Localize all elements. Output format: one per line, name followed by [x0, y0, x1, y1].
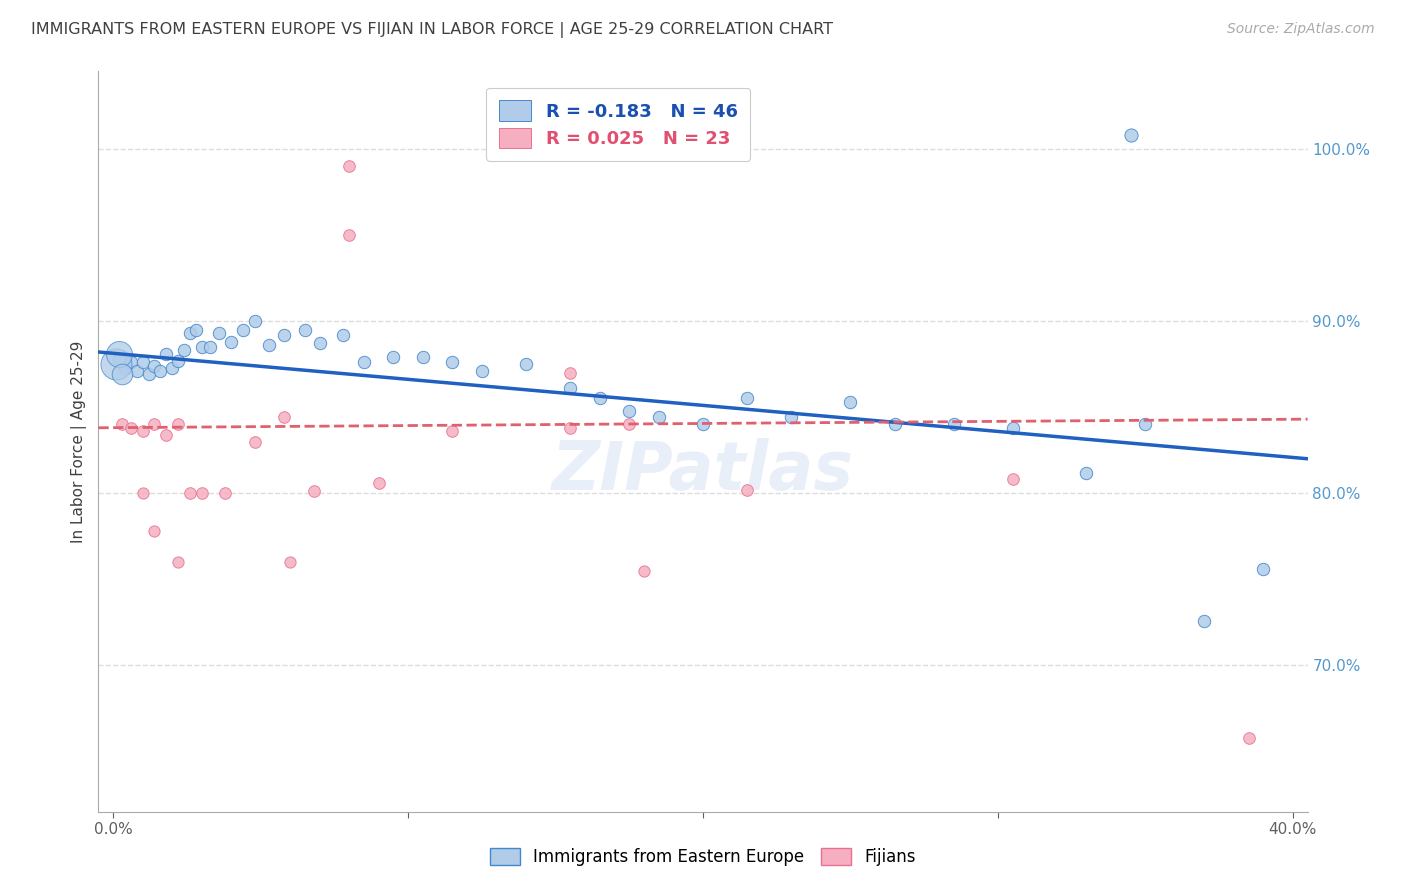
Point: [294, 323, 316, 337]
Point: [273, 327, 295, 342]
Point: [780, 410, 803, 425]
Point: [167, 417, 190, 432]
Point: [179, 326, 201, 340]
Point: [441, 424, 464, 438]
Point: [111, 417, 134, 432]
Point: [332, 327, 354, 342]
Point: [471, 364, 494, 378]
Point: [200, 340, 222, 354]
Point: [337, 227, 360, 242]
Point: [560, 366, 582, 380]
Point: [619, 403, 641, 417]
Point: [1194, 614, 1216, 628]
Legend: R = -0.183   N = 46, R = 0.025   N = 23: R = -0.183 N = 46, R = 0.025 N = 23: [486, 87, 751, 161]
Point: [1076, 466, 1098, 480]
Point: [125, 364, 148, 378]
Point: [308, 336, 330, 351]
Point: [138, 368, 160, 382]
Point: [108, 351, 131, 366]
Point: [515, 357, 537, 371]
Point: [232, 323, 254, 337]
Point: [273, 410, 295, 425]
Point: [619, 417, 641, 432]
Point: [149, 364, 172, 378]
Point: [353, 355, 375, 369]
Point: [302, 484, 325, 499]
Point: [412, 350, 434, 364]
Point: [114, 360, 136, 375]
Point: [560, 381, 582, 395]
Point: [942, 417, 965, 432]
Point: [648, 410, 671, 425]
Point: [143, 524, 166, 538]
Point: [1119, 128, 1142, 142]
Point: [560, 421, 582, 435]
Point: [243, 314, 266, 328]
Point: [1001, 472, 1024, 486]
Point: [131, 424, 153, 438]
Point: [160, 360, 183, 375]
Point: [337, 159, 360, 173]
Point: [278, 555, 301, 569]
Point: [692, 417, 714, 432]
Point: [155, 427, 177, 442]
Point: [883, 417, 905, 432]
Point: [105, 357, 128, 371]
Point: [735, 483, 758, 497]
Text: IMMIGRANTS FROM EASTERN EUROPE VS FIJIAN IN LABOR FORCE | AGE 25-29 CORRELATION : IMMIGRANTS FROM EASTERN EUROPE VS FIJIAN…: [31, 22, 832, 38]
Point: [441, 355, 464, 369]
Text: Source: ZipAtlas.com: Source: ZipAtlas.com: [1227, 22, 1375, 37]
Legend: Immigrants from Eastern Europe, Fijians: Immigrants from Eastern Europe, Fijians: [484, 841, 922, 873]
Point: [111, 368, 134, 382]
Point: [167, 555, 190, 569]
Point: [589, 392, 612, 406]
Point: [382, 350, 405, 364]
Point: [1253, 562, 1275, 576]
Point: [131, 486, 153, 500]
Point: [243, 434, 266, 449]
Point: [367, 475, 389, 490]
Point: [184, 323, 207, 337]
Point: [131, 355, 153, 369]
Point: [143, 359, 166, 373]
Point: [155, 347, 177, 361]
Point: [179, 486, 201, 500]
Point: [1135, 417, 1157, 432]
Point: [167, 353, 190, 368]
Text: ZIPatlas: ZIPatlas: [553, 438, 853, 504]
Point: [633, 564, 655, 578]
Point: [735, 392, 758, 406]
Point: [120, 355, 142, 369]
Point: [190, 340, 212, 354]
Y-axis label: In Labor Force | Age 25-29: In Labor Force | Age 25-29: [72, 341, 87, 542]
Point: [214, 486, 236, 500]
Point: [108, 347, 131, 361]
Point: [1001, 421, 1024, 435]
Point: [1237, 731, 1260, 745]
Point: [208, 326, 231, 340]
Point: [190, 486, 212, 500]
Point: [173, 343, 195, 358]
Point: [259, 338, 281, 352]
Point: [120, 421, 142, 435]
Point: [839, 395, 862, 409]
Point: [219, 334, 242, 349]
Point: [143, 417, 166, 432]
